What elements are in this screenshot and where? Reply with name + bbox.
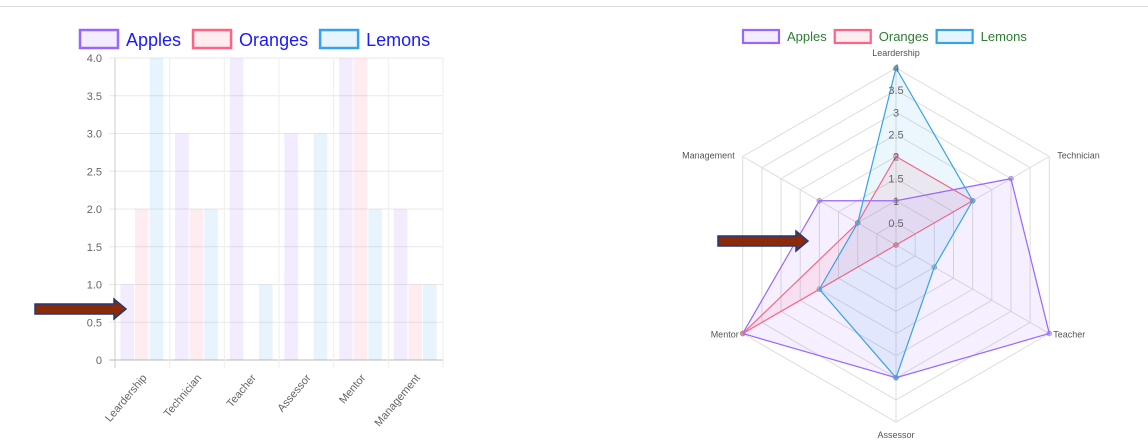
- bar-lemons: [368, 209, 382, 360]
- axis-label: Management: [682, 151, 735, 161]
- radar-point-apples: [816, 198, 823, 204]
- y-tick-label: 3.0: [87, 129, 102, 141]
- y-tick-label: 0.5: [87, 317, 102, 329]
- legend-label: Oranges: [879, 29, 929, 44]
- top-divider: [0, 6, 1148, 7]
- y-tick-label: 3.5: [87, 91, 102, 103]
- radar-point-apples: [1008, 175, 1014, 182]
- radar-point-lemons: [816, 286, 823, 292]
- bar-lemons: [258, 284, 273, 360]
- bar-oranges: [353, 58, 368, 360]
- bar-apples: [120, 284, 135, 360]
- r-tick-label: 2.5: [888, 129, 903, 141]
- r-tick-label: 3.5: [888, 85, 903, 97]
- legend-swatch-apples: [741, 28, 781, 45]
- legend-swatch-lemons: [318, 28, 360, 50]
- bar-lemons: [149, 58, 164, 360]
- bar-lemons: [313, 133, 328, 360]
- y-tick-label: 2.0: [87, 204, 102, 216]
- legend-label: Apples: [787, 29, 827, 44]
- y-tick-label: 1.0: [87, 280, 102, 292]
- bar-oranges: [135, 209, 149, 360]
- r-tick-label: 0.5: [888, 218, 903, 230]
- axis-label: Teacher: [1053, 330, 1085, 340]
- r-tick-label: 1.5: [888, 174, 903, 186]
- axis-label: Mentor: [711, 330, 739, 340]
- radar-point-oranges: [893, 153, 899, 160]
- bar-lemons: [204, 209, 218, 360]
- legend-label: Apples: [126, 30, 181, 50]
- radar-point-lemons: [931, 264, 938, 270]
- arrow-annotation: [34, 297, 128, 321]
- legend-swatch-apples: [78, 28, 120, 50]
- radar-point-lemons: [854, 220, 861, 226]
- legend-label: Lemons: [366, 30, 430, 50]
- bar-apples: [229, 58, 244, 360]
- bar-apples: [175, 133, 189, 360]
- radar-point-lemons: [893, 375, 899, 381]
- legend-swatch-lemons: [935, 28, 974, 45]
- bar-apples: [393, 209, 408, 360]
- legend-label: Oranges: [239, 30, 308, 50]
- bar-oranges: [189, 209, 204, 360]
- y-tick-label: 0: [96, 355, 102, 367]
- bar-lemons: [422, 284, 437, 360]
- radar-spoke: [895, 244, 1050, 334]
- y-tick-label: 1.5: [87, 242, 102, 254]
- radar-point-oranges: [893, 242, 899, 248]
- radar-point-lemons: [893, 65, 899, 71]
- y-tick-label: 4.0: [87, 53, 102, 65]
- arrow-annotation: [717, 229, 810, 253]
- legend-swatch-oranges: [191, 28, 233, 50]
- legend-label: Lemons: [981, 29, 1028, 44]
- axis-label: Leardership: [872, 48, 920, 58]
- r-tick-label: 4: [893, 63, 899, 75]
- bar-apples: [284, 133, 299, 360]
- y-tick-label: 2.5: [87, 166, 102, 178]
- axis-label: Technician: [1057, 151, 1100, 161]
- radar-point-oranges: [739, 330, 746, 337]
- r-tick-label: 1: [893, 196, 899, 208]
- bar-apples: [339, 58, 353, 360]
- radar-point-apples: [1046, 330, 1053, 337]
- radar-point-apples: [893, 198, 899, 204]
- axis-label: Assessor: [877, 430, 914, 440]
- bar-oranges: [408, 284, 422, 360]
- radar-point-lemons: [969, 198, 976, 204]
- r-tick-label: 3: [893, 107, 899, 119]
- legend-swatch-oranges: [833, 28, 872, 45]
- r-tick-label: 2: [893, 152, 899, 164]
